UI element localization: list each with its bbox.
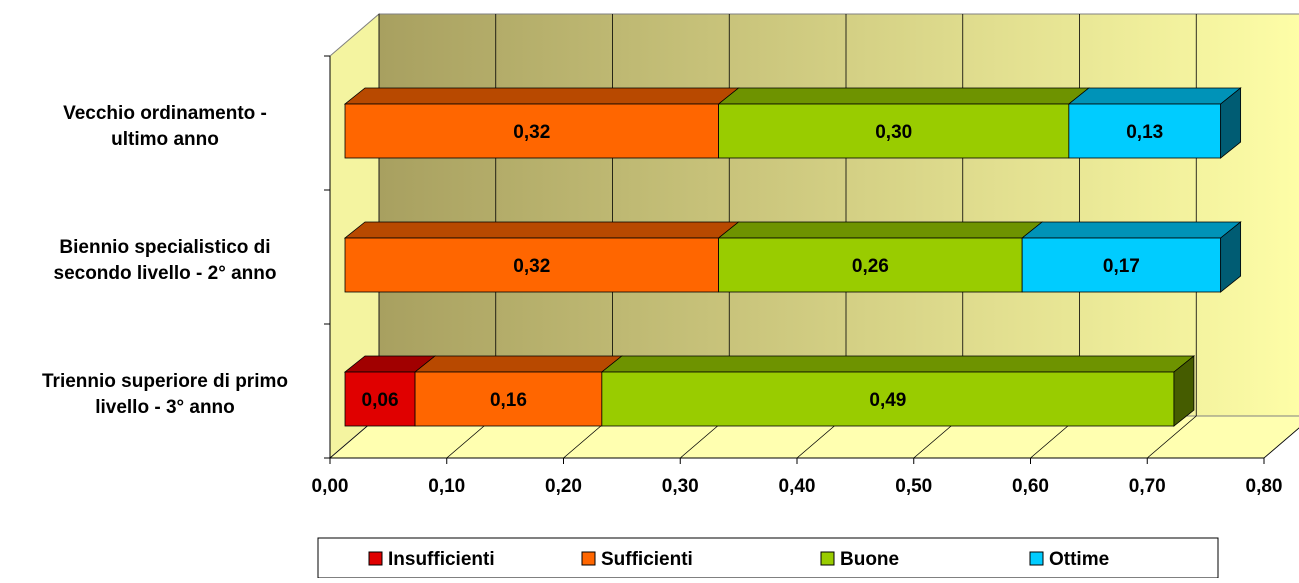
x-tick-label: 0,60: [1012, 476, 1049, 497]
bar-top: [717, 221, 1044, 239]
legend-swatch: [1029, 551, 1044, 566]
legend-entry: Buone: [840, 549, 899, 570]
bar: [718, 237, 1023, 293]
bar: [1021, 237, 1222, 293]
category-label-line: Triennio superiore di primo: [42, 371, 288, 392]
bar-group: 0,32 0,30 0,13: [343, 87, 1242, 159]
bar: [718, 103, 1070, 159]
data-label: 0,32: [513, 256, 550, 277]
bar-side: [1173, 355, 1195, 427]
legend-entry: Sufficienti: [601, 549, 693, 570]
bar: [344, 237, 720, 293]
category-label: Biennio specialistico di secondo livello …: [54, 237, 277, 284]
bar: [414, 371, 603, 427]
gridline-floor: [1263, 427, 1299, 459]
category-label-line: ultimo anno: [111, 129, 219, 150]
bar-group: 0,32 0,26 0,17: [343, 221, 1242, 293]
data-label: 0,32: [513, 122, 550, 143]
x-tick-label: 0,00: [312, 476, 349, 497]
data-label: 0,06: [362, 390, 399, 411]
x-tick-label: 0,30: [662, 476, 699, 497]
x-tick-label: 0,80: [1246, 476, 1283, 497]
bar: [1068, 103, 1222, 159]
data-label: 0,30: [875, 122, 912, 143]
category-label: Triennio superiore di primo livello - 3° …: [42, 371, 288, 418]
legend-entry: Ottime: [1049, 549, 1109, 570]
legend-swatch: [820, 551, 835, 566]
category-label: Vecchio ordinamento - ultimo anno: [63, 103, 267, 150]
data-label: 0,16: [490, 390, 527, 411]
x-tick-label: 0,50: [895, 476, 932, 497]
category-label-line: Biennio specialistico di: [59, 237, 270, 258]
data-label: 0,17: [1103, 256, 1140, 277]
bar-top: [343, 87, 740, 105]
bars: 0,32 0,30 0,13 0,32 0,26 0,17 0,06 0,16 0,49: [343, 87, 1242, 427]
bar-top: [1021, 221, 1242, 239]
category-label-line: livello - 3° anno: [95, 397, 235, 418]
x-tick-label: 0,40: [779, 476, 816, 497]
bar-top: [413, 355, 623, 373]
bar-top: [1067, 87, 1242, 105]
bar-top: [343, 221, 740, 239]
data-label: 0,13: [1126, 122, 1163, 143]
legend-box: [317, 537, 1219, 579]
x-tick-label: 0,70: [1129, 476, 1166, 497]
gridline-floor: [1146, 415, 1197, 459]
axes: 0,00 0,10 0,20 0,30 0,40 0,50 0,60 0,70 0,80 Vecc…: [42, 55, 1283, 497]
bar-group: 0,06 0,16 0,49: [343, 355, 1196, 427]
category-label-line: Vecchio ordinamento -: [63, 103, 267, 124]
bar-top: [600, 355, 1196, 373]
bar: [344, 103, 720, 159]
x-tick-label: 0,20: [545, 476, 582, 497]
legend: Insufficienti Sufficienti Buone Ottime: [317, 537, 1219, 579]
bar: [344, 371, 416, 427]
legend-swatch: [368, 551, 383, 566]
bar-side: [1220, 221, 1242, 293]
legend-entry: Insufficienti: [388, 549, 495, 570]
bar-top: [717, 87, 1090, 105]
legend-swatch: [581, 551, 596, 566]
x-tick-label: 0,10: [428, 476, 465, 497]
bar-side: [1220, 87, 1242, 159]
data-label: 0,49: [869, 390, 906, 411]
category-label-line: secondo livello - 2° anno: [54, 263, 277, 284]
data-label: 0,26: [852, 256, 889, 277]
